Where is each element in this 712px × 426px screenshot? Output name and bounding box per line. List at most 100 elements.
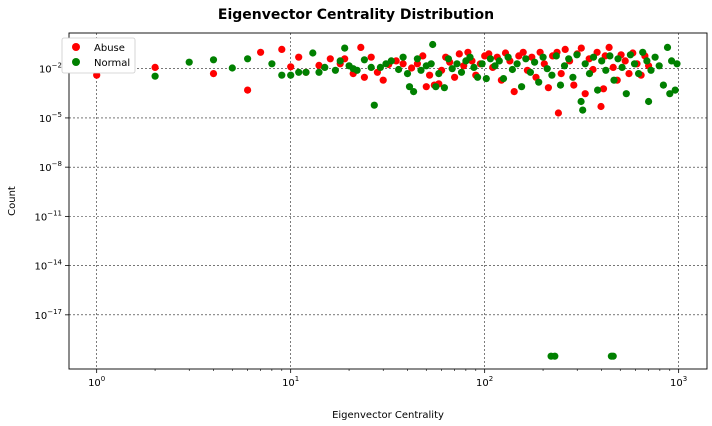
legend-label-abuse: Abuse bbox=[94, 43, 125, 54]
data-point bbox=[577, 44, 585, 52]
data-point bbox=[331, 66, 339, 74]
data-point bbox=[403, 70, 412, 78]
data-point bbox=[278, 71, 286, 79]
data-point bbox=[519, 48, 527, 56]
legend: Abuse Normal bbox=[61, 37, 136, 74]
data-point bbox=[522, 55, 530, 63]
data-point bbox=[399, 53, 407, 61]
data-point bbox=[585, 70, 594, 78]
data-point bbox=[666, 90, 674, 98]
data-point bbox=[621, 57, 629, 65]
data-point bbox=[544, 84, 553, 92]
data-point bbox=[594, 86, 602, 94]
data-point bbox=[518, 83, 526, 91]
data-point bbox=[605, 43, 613, 52]
data-point bbox=[548, 71, 556, 79]
data-point bbox=[410, 88, 418, 96]
y-tick-label: 10−5 bbox=[39, 111, 62, 125]
data-point bbox=[499, 75, 508, 83]
data-point bbox=[427, 60, 435, 68]
data-point bbox=[474, 73, 482, 81]
legend-frame bbox=[61, 37, 136, 74]
data-point bbox=[357, 43, 365, 52]
data-point bbox=[257, 48, 265, 56]
data-point bbox=[645, 97, 653, 106]
data-point bbox=[429, 40, 437, 49]
data-point bbox=[413, 60, 421, 68]
data-point bbox=[614, 55, 622, 63]
data-points bbox=[93, 40, 681, 360]
legend-marker-abuse bbox=[72, 43, 80, 51]
data-point bbox=[426, 71, 434, 79]
data-point bbox=[432, 83, 440, 91]
data-point bbox=[376, 63, 384, 71]
data-point bbox=[444, 55, 452, 63]
data-point bbox=[625, 70, 633, 78]
data-point bbox=[379, 76, 387, 84]
data-point bbox=[647, 66, 655, 74]
data-point bbox=[663, 43, 672, 52]
data-point bbox=[535, 78, 543, 86]
data-point bbox=[651, 53, 659, 61]
data-point bbox=[569, 73, 577, 81]
data-point bbox=[495, 57, 503, 65]
y-tick-label: 10−17 bbox=[34, 308, 62, 322]
data-point bbox=[244, 86, 252, 94]
data-point bbox=[577, 97, 585, 106]
data-point bbox=[209, 70, 218, 78]
data-point bbox=[673, 60, 681, 68]
data-point bbox=[610, 76, 618, 84]
data-point bbox=[606, 52, 614, 60]
data-point bbox=[408, 64, 416, 72]
data-point bbox=[560, 62, 569, 70]
y-tick-label: 10−2 bbox=[39, 62, 62, 76]
series-normal bbox=[93, 40, 681, 360]
data-point bbox=[543, 65, 551, 73]
data-point bbox=[626, 51, 635, 59]
data-point bbox=[453, 60, 461, 68]
data-point bbox=[244, 55, 252, 63]
data-point bbox=[367, 63, 375, 71]
data-point bbox=[435, 70, 443, 78]
y-tick-label: 10−14 bbox=[34, 259, 62, 273]
data-point bbox=[526, 68, 535, 76]
data-point bbox=[360, 73, 368, 81]
data-point bbox=[618, 63, 626, 71]
data-point bbox=[491, 62, 499, 70]
data-point bbox=[602, 66, 610, 74]
data-point bbox=[598, 57, 606, 65]
data-point bbox=[630, 60, 639, 68]
data-point bbox=[309, 49, 317, 57]
data-point bbox=[668, 57, 676, 65]
data-point bbox=[482, 75, 490, 83]
data-point bbox=[609, 63, 617, 71]
data-point bbox=[287, 63, 295, 71]
data-point bbox=[422, 83, 430, 91]
x-axis-label: Eigenvector Centrality bbox=[332, 410, 444, 421]
data-point bbox=[504, 53, 512, 61]
x-tick-label: 102 bbox=[476, 375, 493, 389]
data-point bbox=[508, 65, 516, 74]
data-point bbox=[565, 55, 573, 63]
data-point bbox=[353, 66, 361, 74]
plot-area-frame bbox=[68, 32, 708, 370]
data-point bbox=[622, 90, 630, 98]
data-point bbox=[228, 64, 236, 72]
data-point bbox=[455, 50, 463, 58]
data-point bbox=[451, 73, 459, 81]
data-point bbox=[295, 53, 303, 61]
x-tick-label: 103 bbox=[670, 375, 687, 389]
y-tick-label: 10−11 bbox=[34, 209, 62, 223]
data-point bbox=[336, 57, 344, 65]
axis-ticks: 100 101 102 103 10−2 10−5 10−8 10−11 10−14 10−17 bbox=[34, 62, 687, 389]
data-point bbox=[513, 60, 521, 68]
data-point bbox=[405, 83, 414, 91]
data-point bbox=[268, 60, 276, 68]
data-point bbox=[360, 56, 368, 64]
data-point bbox=[556, 81, 565, 89]
data-point bbox=[539, 53, 547, 61]
data-point bbox=[655, 62, 663, 70]
data-point bbox=[151, 63, 159, 71]
data-point bbox=[278, 45, 286, 54]
